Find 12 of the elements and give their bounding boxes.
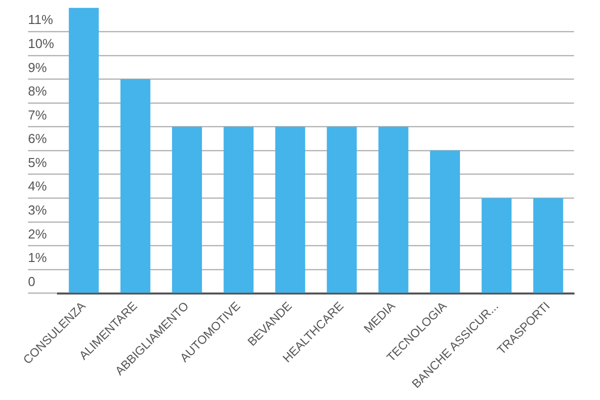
y-tick-label: 0 xyxy=(28,274,36,289)
y-tick-label: 8% xyxy=(28,84,48,99)
y-tick-label: 6% xyxy=(28,131,48,146)
y-tick-label: 7% xyxy=(28,107,48,122)
y-tick-label: 5% xyxy=(28,154,48,170)
y-tick-label: 4% xyxy=(28,178,48,194)
y-tick-label: 1% xyxy=(28,250,48,266)
y-tick-label: 3% xyxy=(28,202,48,218)
y-tick-label: 9% xyxy=(28,60,48,75)
y-tick-label: 2% xyxy=(28,226,48,242)
y-tick-label: 11% xyxy=(28,12,54,28)
y-tick-label: 10% xyxy=(28,36,54,51)
